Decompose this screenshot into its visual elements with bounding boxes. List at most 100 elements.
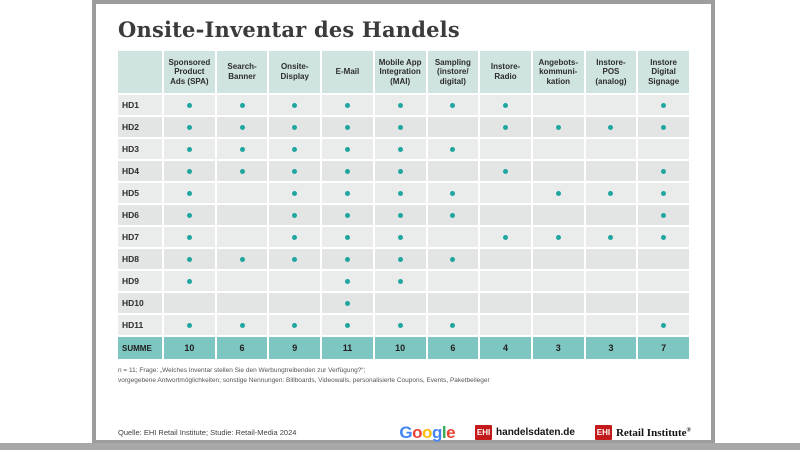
empty-cell bbox=[480, 315, 531, 335]
handelsdaten-label: handelsdaten.de bbox=[496, 427, 575, 438]
dot-cell bbox=[217, 95, 268, 115]
dot-icon bbox=[292, 125, 297, 130]
empty-cell bbox=[217, 183, 268, 203]
empty-cell bbox=[428, 227, 479, 247]
page-title: Onsite-Inventar des Handels bbox=[118, 17, 689, 42]
empty-cell bbox=[533, 205, 584, 225]
dot-cell bbox=[375, 249, 426, 269]
dot-cell bbox=[480, 95, 531, 115]
dot-icon bbox=[187, 279, 192, 284]
dot-icon bbox=[345, 125, 350, 130]
dot-icon bbox=[345, 147, 350, 152]
column-header: Onsite- Display bbox=[269, 51, 320, 93]
ehi-handelsdaten-logo: EHI handelsdaten.de bbox=[475, 425, 575, 440]
dot-icon bbox=[292, 257, 297, 262]
dot-cell bbox=[269, 117, 320, 137]
dot-cell bbox=[428, 139, 479, 159]
dot-cell bbox=[164, 205, 215, 225]
dot-icon bbox=[187, 235, 192, 240]
dot-icon bbox=[240, 125, 245, 130]
logo-row: Google EHI handelsdaten.de EHI Retail In… bbox=[399, 424, 691, 441]
dot-cell bbox=[638, 161, 689, 181]
dot-icon bbox=[187, 103, 192, 108]
dot-cell bbox=[269, 249, 320, 269]
dot-cell bbox=[428, 315, 479, 335]
dot-cell bbox=[164, 271, 215, 291]
empty-cell bbox=[638, 293, 689, 313]
dot-cell bbox=[217, 161, 268, 181]
row-label: HD1 bbox=[118, 95, 162, 115]
empty-cell bbox=[638, 271, 689, 291]
ehi-logo-icon: EHI bbox=[595, 425, 612, 440]
dot-icon bbox=[345, 191, 350, 196]
empty-cell bbox=[428, 161, 479, 181]
google-letter: e bbox=[446, 423, 455, 442]
empty-cell bbox=[428, 117, 479, 137]
empty-cell bbox=[428, 271, 479, 291]
empty-cell bbox=[586, 161, 637, 181]
slide-footer: Quelle: EHI Retail Institute; Studie: Re… bbox=[118, 424, 691, 441]
empty-cell bbox=[533, 271, 584, 291]
dot-icon bbox=[450, 147, 455, 152]
dot-icon bbox=[398, 103, 403, 108]
dot-icon bbox=[240, 147, 245, 152]
dot-icon bbox=[345, 235, 350, 240]
dot-cell bbox=[164, 139, 215, 159]
column-header: E-Mail bbox=[322, 51, 373, 93]
empty-cell bbox=[533, 315, 584, 335]
dot-cell bbox=[533, 227, 584, 247]
empty-cell bbox=[586, 205, 637, 225]
source-text: Quelle: EHI Retail Institute; Studie: Re… bbox=[118, 428, 296, 437]
dot-icon bbox=[292, 213, 297, 218]
row-label: HD2 bbox=[118, 117, 162, 137]
dot-cell bbox=[638, 315, 689, 335]
dot-icon bbox=[556, 191, 561, 196]
dot-cell bbox=[638, 227, 689, 247]
dot-icon bbox=[398, 147, 403, 152]
dot-icon bbox=[292, 103, 297, 108]
empty-cell bbox=[480, 183, 531, 203]
dot-icon bbox=[240, 257, 245, 262]
row-label: HD9 bbox=[118, 271, 162, 291]
bottom-bar bbox=[0, 443, 800, 450]
dot-icon bbox=[398, 257, 403, 262]
row-label: HD3 bbox=[118, 139, 162, 159]
dot-icon bbox=[661, 191, 666, 196]
dot-cell bbox=[217, 249, 268, 269]
empty-cell bbox=[217, 227, 268, 247]
dot-icon bbox=[345, 301, 350, 306]
footnote-line-1: n = 11; Frage: „Welches Inventar stellen… bbox=[118, 366, 689, 376]
dot-cell bbox=[164, 95, 215, 115]
google-letter: o bbox=[422, 423, 432, 442]
dot-cell bbox=[428, 249, 479, 269]
column-header: Search- Banner bbox=[217, 51, 268, 93]
empty-cell bbox=[533, 161, 584, 181]
dot-icon bbox=[556, 125, 561, 130]
dot-cell bbox=[322, 139, 373, 159]
dot-icon bbox=[661, 125, 666, 130]
slide-card: Onsite-Inventar des Handels Sponsored Pr… bbox=[92, 0, 715, 444]
empty-cell bbox=[533, 139, 584, 159]
dot-cell bbox=[428, 205, 479, 225]
column-header: Mobile App Integration (MAI) bbox=[375, 51, 426, 93]
google-letter: o bbox=[412, 423, 422, 442]
dot-icon bbox=[345, 323, 350, 328]
dot-cell bbox=[322, 293, 373, 313]
empty-cell bbox=[164, 293, 215, 313]
dot-icon bbox=[608, 191, 613, 196]
empty-cell bbox=[428, 293, 479, 313]
dot-icon bbox=[345, 257, 350, 262]
dot-cell bbox=[638, 205, 689, 225]
dot-cell bbox=[375, 315, 426, 335]
row-label: HD10 bbox=[118, 293, 162, 313]
dot-cell bbox=[322, 271, 373, 291]
retail-institute-label: Retail Institute® bbox=[616, 427, 691, 439]
dot-cell bbox=[322, 161, 373, 181]
dot-cell bbox=[269, 205, 320, 225]
dot-cell bbox=[269, 161, 320, 181]
dot-icon bbox=[345, 213, 350, 218]
summe-value: 7 bbox=[638, 337, 689, 359]
column-header: Instore- Radio bbox=[480, 51, 531, 93]
dot-icon bbox=[556, 235, 561, 240]
dot-icon bbox=[398, 125, 403, 130]
